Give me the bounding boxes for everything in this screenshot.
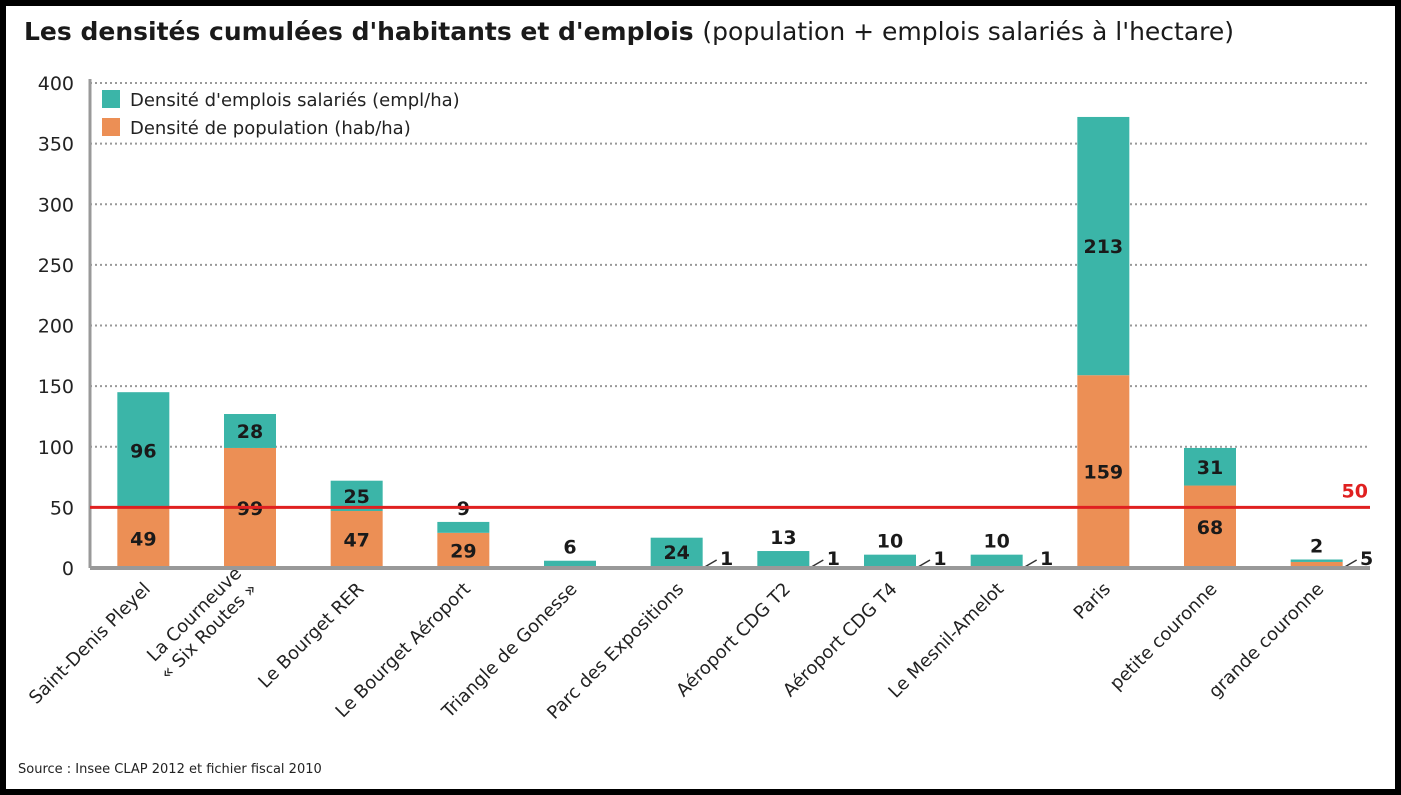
y-tick-label: 300 bbox=[38, 194, 74, 216]
bar-employment bbox=[1290, 559, 1343, 562]
x-tick-label-line: Paris bbox=[1070, 579, 1115, 624]
bar-employment bbox=[544, 560, 596, 568]
population-value-label: 68 bbox=[1197, 517, 1223, 539]
population-value-label: 1 bbox=[720, 548, 733, 570]
employment-value-label: 25 bbox=[343, 486, 369, 508]
population-value-label: 1 bbox=[827, 548, 840, 570]
legend: Densité d'emplois salariés (empl/ha) Dens… bbox=[102, 90, 460, 139]
x-tick-label-line: Le Mesnil-Amelot bbox=[884, 579, 1008, 703]
x-tick-label: La Courneuve« Six Routes » bbox=[141, 563, 262, 684]
employment-value-label: 213 bbox=[1083, 236, 1123, 258]
y-axis: 0 50 100 150 200 250 300 350 400 bbox=[38, 73, 92, 580]
legend-label: Densité de population (hab/ha) bbox=[130, 118, 411, 139]
leader-line bbox=[1024, 559, 1038, 568]
title-text: Les densités cumulées d'habitants et d'e… bbox=[24, 17, 694, 46]
x-tick-label: Aéroport CDG T4 bbox=[779, 579, 902, 702]
bar-employment bbox=[650, 537, 703, 567]
x-tick-label: Saint-Denis Pleyel bbox=[25, 579, 155, 709]
bars bbox=[117, 116, 1343, 568]
x-tick-label-line: petite couronne bbox=[1106, 579, 1222, 695]
y-tick-label: 400 bbox=[38, 73, 74, 95]
bar-population bbox=[1077, 375, 1130, 568]
population-value-label: 5 bbox=[1360, 548, 1373, 570]
employment-value-label: 28 bbox=[237, 421, 263, 443]
chart-title: Les densités cumulées d'habitants et d'e… bbox=[24, 17, 1234, 46]
employment-value-label: 10 bbox=[983, 531, 1009, 553]
leader-line bbox=[810, 559, 824, 568]
employment-value-label: 96 bbox=[130, 440, 156, 462]
bar-employment bbox=[1184, 447, 1236, 486]
bar-population bbox=[1290, 561, 1343, 568]
x-tick-label: Aéroport CDG T2 bbox=[672, 579, 795, 702]
bar-employment bbox=[757, 551, 810, 567]
x-tick-label: Paris bbox=[1070, 579, 1115, 624]
gridlines bbox=[90, 82, 1370, 509]
population-value-label: 99 bbox=[237, 498, 263, 520]
bar-population bbox=[117, 508, 170, 568]
bar-population bbox=[1184, 485, 1236, 568]
y-tick-label: 200 bbox=[38, 316, 74, 338]
x-tick-label-line: Saint-Denis Pleyel bbox=[25, 579, 155, 709]
leader-line bbox=[704, 559, 718, 568]
x-tick-label-line: Aéroport CDG T4 bbox=[779, 579, 902, 702]
y-tick-label: 350 bbox=[38, 134, 74, 156]
leader-line bbox=[1344, 559, 1358, 568]
legend-swatch bbox=[102, 90, 120, 108]
legend-swatch bbox=[102, 118, 120, 136]
employment-value-label: 10 bbox=[877, 531, 903, 553]
x-tick-label: grande couronne bbox=[1205, 579, 1329, 703]
employment-value-label: 6 bbox=[563, 537, 576, 559]
population-value-label: 29 bbox=[450, 540, 476, 562]
bar-employment bbox=[1077, 116, 1130, 376]
bar-employment bbox=[864, 554, 916, 567]
legend-label: Densité d'emplois salariés (empl/ha) bbox=[130, 90, 460, 111]
x-tick-label: Le Bourget RER bbox=[254, 579, 368, 693]
y-tick-label: 150 bbox=[38, 376, 74, 398]
leader-line bbox=[917, 559, 931, 568]
employment-value-label: 24 bbox=[663, 542, 689, 564]
x-tick-label-line: grande couronne bbox=[1205, 579, 1329, 703]
x-tick-label: petite couronne bbox=[1106, 579, 1222, 695]
subtitle-text: (population + emplois salariés à l'hecta… bbox=[702, 17, 1234, 46]
bar-employment bbox=[117, 392, 170, 509]
bar-population bbox=[330, 511, 383, 568]
chart-canvas: Les densités cumulées d'habitants et d'e… bbox=[6, 6, 1395, 789]
x-tick-label-line: Aéroport CDG T2 bbox=[672, 579, 795, 702]
reference-line: 50 bbox=[90, 480, 1370, 509]
population-value-label: 1 bbox=[933, 548, 946, 570]
population-value-label: 47 bbox=[343, 530, 369, 552]
employment-value-label: 2 bbox=[1310, 536, 1323, 558]
source-note: Source : Insee CLAP 2012 et fichier fisc… bbox=[18, 762, 322, 777]
bar-employment bbox=[970, 554, 1023, 567]
x-tick-label-line: Le Bourget RER bbox=[254, 579, 368, 693]
employment-value-label: 31 bbox=[1197, 457, 1223, 479]
y-tick-label: 0 bbox=[62, 558, 74, 580]
bar-population bbox=[437, 532, 490, 568]
reference-line-label: 50 bbox=[1342, 480, 1368, 502]
employment-value-label: 9 bbox=[457, 498, 470, 520]
y-tick-label: 250 bbox=[38, 255, 74, 277]
bar-employment bbox=[224, 414, 276, 448]
population-value-label: 159 bbox=[1083, 462, 1123, 484]
x-tick-label: Le Mesnil-Amelot bbox=[884, 579, 1008, 703]
stacked-bar-chart: Les densités cumulées d'habitants et d'e… bbox=[18, 17, 1373, 777]
population-value-label: 49 bbox=[130, 528, 156, 550]
y-tick-label: 50 bbox=[50, 497, 74, 519]
bar-employment bbox=[437, 521, 490, 533]
population-value-label: 1 bbox=[1040, 548, 1053, 570]
employment-value-label: 13 bbox=[770, 527, 796, 549]
y-tick-label: 100 bbox=[38, 437, 74, 459]
